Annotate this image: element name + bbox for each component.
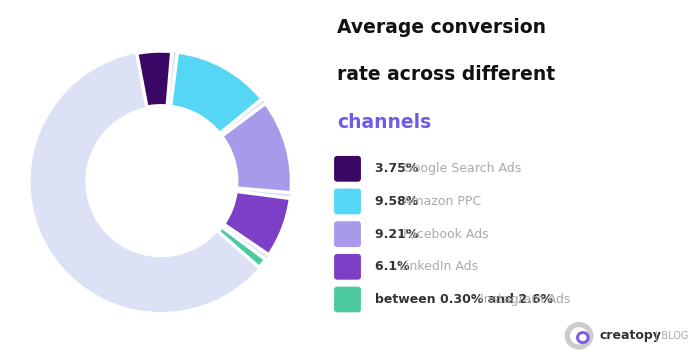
Text: Instagram Ads: Instagram Ads (480, 293, 570, 306)
Wedge shape (222, 103, 291, 193)
Wedge shape (136, 51, 172, 107)
Text: Amazon PPC: Amazon PPC (403, 195, 482, 208)
Wedge shape (171, 52, 262, 134)
Circle shape (565, 322, 594, 350)
Text: Google Search Ads: Google Search Ads (403, 162, 522, 175)
FancyBboxPatch shape (334, 156, 361, 182)
Text: Facebook Ads: Facebook Ads (403, 228, 489, 241)
Wedge shape (31, 51, 291, 312)
Text: creatopy: creatopy (600, 329, 662, 342)
Text: 6.1%: 6.1% (375, 260, 414, 273)
Text: rate across different: rate across different (337, 65, 555, 84)
Text: Average conversion: Average conversion (337, 18, 546, 37)
Circle shape (576, 331, 589, 344)
Text: 3.75%: 3.75% (375, 162, 423, 175)
Wedge shape (223, 191, 290, 255)
Text: between 0.30% and 2.6%: between 0.30% and 2.6% (375, 293, 557, 306)
Circle shape (579, 334, 587, 341)
FancyBboxPatch shape (334, 287, 361, 312)
FancyBboxPatch shape (334, 221, 361, 247)
Text: channels: channels (337, 113, 431, 131)
FancyBboxPatch shape (334, 189, 361, 214)
Text: LinkedIn Ads: LinkedIn Ads (399, 260, 478, 273)
Text: | BLOG: | BLOG (654, 331, 688, 341)
Wedge shape (218, 227, 265, 268)
Text: 9.58%: 9.58% (375, 195, 423, 208)
FancyBboxPatch shape (334, 254, 361, 280)
Circle shape (570, 327, 588, 344)
Text: 9.21%: 9.21% (375, 228, 423, 241)
